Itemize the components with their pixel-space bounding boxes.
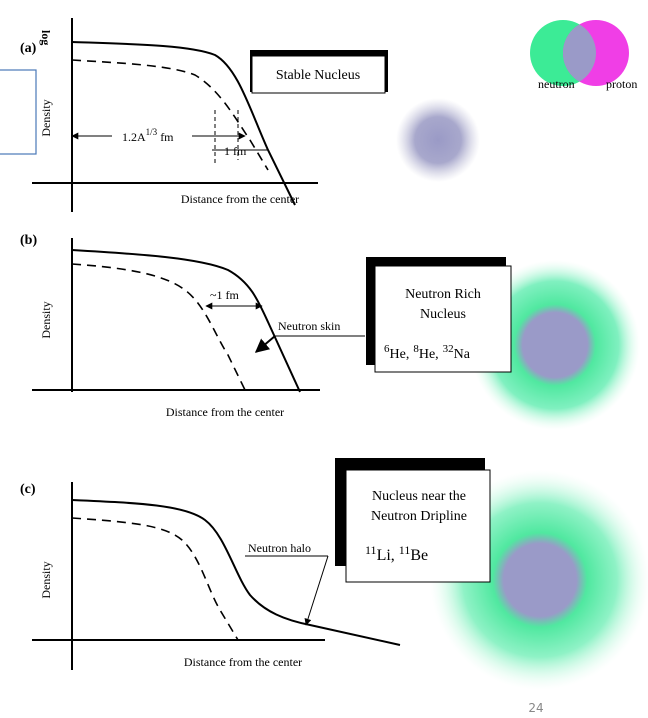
density-curve (71, 41, 296, 206)
symbol: He, (390, 347, 410, 362)
isotopes: 6He, 8He, 32Na (384, 343, 471, 362)
axis-extra: log (39, 30, 53, 45)
axes (32, 238, 320, 392)
panel-label: (b) (20, 233, 37, 248)
radius-unit: fm (160, 130, 174, 144)
neutron-curve (71, 263, 246, 391)
radius-base: 1.2A (122, 130, 146, 144)
label-bg (112, 128, 192, 144)
box (374, 265, 512, 373)
symbol: Na (454, 347, 471, 362)
overlap (563, 20, 596, 86)
leader-arrow (304, 555, 329, 626)
symbol: Be (410, 547, 428, 564)
leader-arrow (254, 335, 276, 353)
y-axis-label: Density (39, 561, 53, 598)
axes (32, 18, 318, 212)
box-text: Neutron Dripline (371, 509, 467, 524)
nucleus (470, 260, 640, 430)
radius-sup: 1/3 (146, 127, 158, 137)
note: Neutron halo (248, 541, 311, 555)
axes (32, 482, 325, 670)
mass: 11 (365, 543, 377, 557)
box-text: Nucleus near the (372, 489, 466, 504)
surface-label: 1 fm (224, 144, 247, 158)
box-text: Nucleus (420, 307, 466, 322)
width-label: ~1 fm (210, 288, 239, 302)
symbol: He, (419, 347, 439, 362)
neutron-curve (71, 59, 269, 171)
isotopes: 11Li, 11Be (365, 543, 428, 564)
x-axis-label: Distance from the center (181, 192, 299, 206)
note: Neutron skin (278, 319, 340, 333)
x-axis-label: Distance from the center (184, 655, 302, 669)
symbol: Li, (377, 547, 395, 564)
density-curve (71, 499, 401, 646)
page-number: 24 (528, 701, 543, 715)
density-curve (71, 249, 301, 393)
side-bracket (0, 69, 37, 155)
legend-neutron: neutron (538, 77, 575, 91)
nucleus (396, 98, 480, 182)
panel-label: (c) (20, 482, 36, 497)
mass: 32 (443, 343, 454, 355)
legend-proton: proton (606, 77, 637, 91)
mass: 6 (384, 343, 390, 355)
box-text: Neutron Rich (405, 287, 481, 302)
box-text: Stable Nucleus (276, 68, 360, 83)
panel-label: (a) (20, 41, 37, 56)
y-axis-label: Density (39, 99, 53, 136)
mass: 11 (399, 543, 411, 557)
y-axis-label: Density (39, 301, 53, 338)
neutron-curve (71, 517, 239, 641)
box (345, 469, 491, 583)
mass: 8 (413, 343, 419, 355)
x-axis-label: Distance from the center (166, 405, 284, 419)
box (251, 55, 386, 94)
radius-label: 1.2A1/3 fm (122, 127, 174, 144)
